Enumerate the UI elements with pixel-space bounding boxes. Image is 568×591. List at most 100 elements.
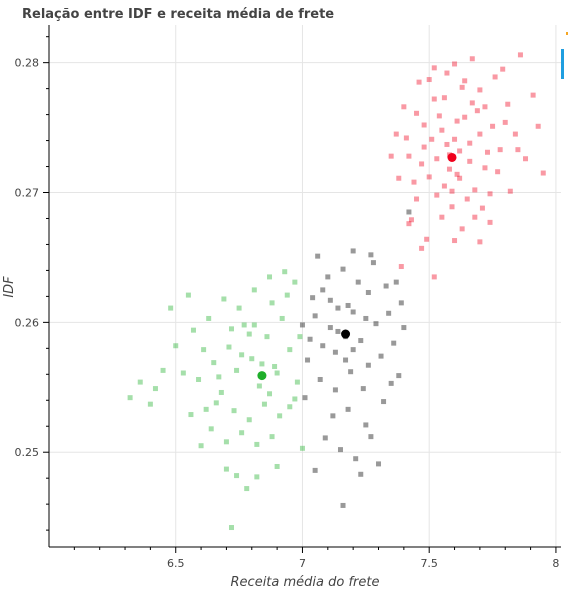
- data-point: [467, 158, 473, 164]
- data-point: [353, 456, 359, 462]
- data-point: [198, 443, 204, 449]
- data-point: [502, 119, 508, 125]
- data-point: [267, 274, 273, 280]
- data-point: [218, 389, 224, 395]
- data-point: [312, 313, 318, 319]
- data-point: [495, 169, 501, 175]
- x-tick-label: 7: [299, 557, 306, 570]
- data-point: [479, 205, 485, 211]
- data-point: [403, 135, 409, 141]
- data-point: [388, 153, 394, 159]
- data-point: [462, 114, 468, 120]
- data-point: [277, 413, 283, 419]
- data-point: [254, 441, 260, 447]
- data-point: [223, 439, 229, 445]
- data-point: [340, 266, 346, 272]
- data-point: [236, 305, 242, 311]
- data-point: [147, 401, 153, 407]
- tick-labels: 6.5 7 7.5 8 0.25 0.26 0.27 0.28: [15, 57, 560, 570]
- data-point: [137, 379, 143, 385]
- data-point: [472, 214, 478, 220]
- data-point: [206, 315, 212, 321]
- data-point: [477, 87, 483, 93]
- data-point: [467, 140, 473, 146]
- y-tick-label: 0.26: [15, 316, 40, 329]
- data-point: [337, 447, 343, 453]
- data-point: [294, 379, 300, 385]
- data-point: [213, 400, 219, 406]
- data-point: [429, 136, 435, 142]
- data-point: [500, 66, 506, 72]
- data-point: [376, 461, 382, 467]
- data-point: [241, 322, 247, 328]
- data-point: [332, 387, 338, 393]
- data-point: [507, 188, 513, 194]
- data-point: [188, 412, 194, 418]
- cluster-centroids: [257, 152, 457, 381]
- data-point: [523, 156, 529, 162]
- data-point: [269, 300, 275, 306]
- data-point: [234, 473, 240, 479]
- data-point: [190, 327, 196, 333]
- data-point: [464, 196, 470, 202]
- data-point: [335, 305, 341, 311]
- data-point: [320, 343, 326, 349]
- data-point: [424, 236, 430, 242]
- data-point: [421, 144, 427, 150]
- data-point: [259, 361, 265, 367]
- data-point: [327, 325, 333, 331]
- legend-stub: [561, 32, 568, 79]
- data-point: [292, 396, 298, 402]
- data-point: [274, 463, 280, 469]
- data-point: [305, 357, 311, 363]
- data-point: [477, 239, 483, 245]
- data-point: [226, 344, 232, 350]
- data-point: [431, 274, 437, 280]
- data-point: [358, 338, 364, 344]
- data-point: [370, 260, 376, 266]
- data-point: [459, 226, 465, 232]
- data-point: [345, 406, 351, 412]
- data-point: [436, 113, 442, 119]
- data-point: [452, 61, 458, 67]
- data-point: [474, 108, 480, 114]
- data-point: [350, 248, 356, 254]
- data-point: [325, 274, 331, 280]
- data-points: [127, 52, 546, 531]
- data-point: [378, 353, 384, 359]
- data-point: [234, 367, 240, 373]
- data-point: [180, 370, 186, 376]
- data-point: [127, 395, 133, 401]
- data-point: [287, 347, 293, 353]
- data-point: [168, 305, 174, 311]
- data-point: [454, 118, 460, 124]
- data-point: [482, 165, 488, 171]
- data-point: [419, 161, 425, 167]
- y-tick-label: 0.28: [15, 57, 40, 70]
- data-point: [449, 204, 455, 210]
- data-point: [426, 77, 432, 83]
- x-axis-label: Receita média do frete: [231, 575, 380, 590]
- data-point: [246, 331, 252, 337]
- data-point: [530, 92, 536, 98]
- data-point: [388, 380, 394, 386]
- data-point: [185, 292, 191, 298]
- data-point: [254, 474, 260, 480]
- data-point: [297, 334, 303, 340]
- data-point: [292, 279, 298, 285]
- data-point: [246, 417, 252, 423]
- data-point: [469, 100, 475, 106]
- data-point: [393, 131, 399, 137]
- data-point: [350, 347, 356, 353]
- data-point: [203, 406, 209, 412]
- data-point: [312, 467, 318, 473]
- data-point: [459, 84, 465, 90]
- data-point: [398, 300, 404, 306]
- data-point: [327, 297, 333, 303]
- data-point: [251, 287, 257, 293]
- grid-lines: [49, 25, 561, 547]
- centroid-point: [447, 152, 457, 162]
- centroid-point: [257, 371, 267, 381]
- data-point: [272, 364, 278, 370]
- data-point: [401, 104, 407, 110]
